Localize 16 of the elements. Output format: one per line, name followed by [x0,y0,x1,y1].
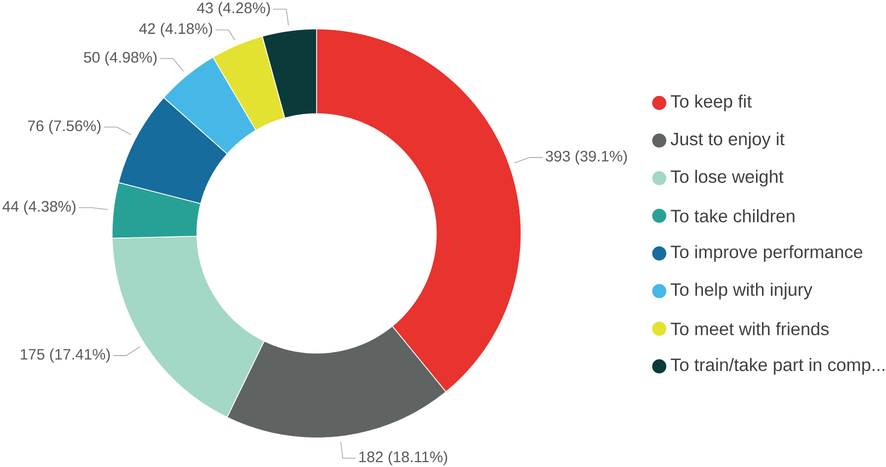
data-label: 50 (4.98%) [84,51,157,66]
legend-label: To lose weight [670,170,784,186]
legend-label: To help with injury [670,282,812,300]
data-label: 182 (18.11%) [359,450,448,466]
data-label: 44 (4.38%) [2,200,76,215]
data-label: 393 (39.1%) [546,150,627,164]
legend-label: To keep fit [670,94,752,112]
legend-label: To improve performance [670,244,862,262]
data-label: 42 (4.18%) [139,22,212,37]
legend-label: Just to enjoy it [670,132,784,149]
legend-label: To train/take part in comp... [670,358,884,374]
legend-label: To meet with friends [670,322,829,336]
data-label: 175 (17.41%) [20,348,110,362]
legend-label: To take children [670,209,794,222]
data-label: 76 (7.56%) [28,120,100,134]
data-label: 43 (4.28%) [196,2,270,16]
